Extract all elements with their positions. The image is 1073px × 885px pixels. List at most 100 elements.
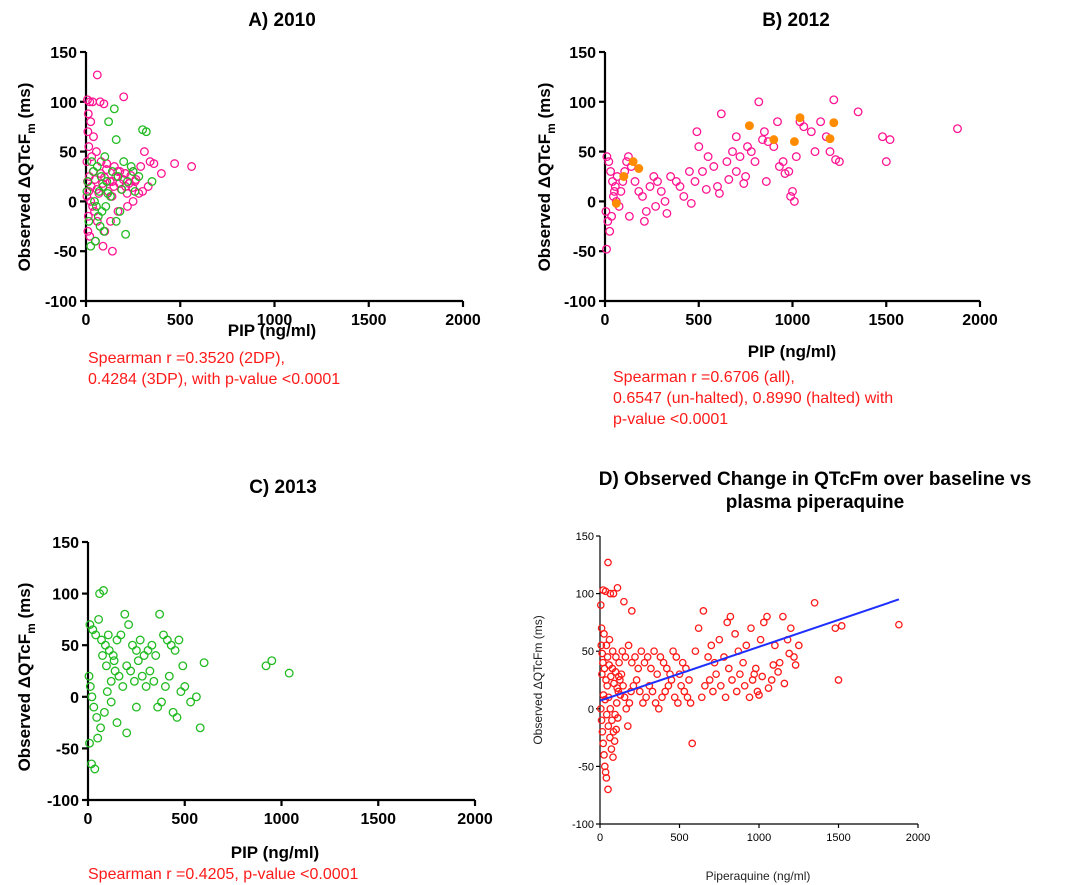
panel-b-xtick-label: 0 — [601, 312, 610, 329]
panel-d-point-all — [742, 641, 751, 650]
panel-a-point-2dp — [82, 191, 92, 201]
panel-b-point-un-halted — [731, 167, 741, 176]
panel-a-point-2dp — [101, 165, 111, 174]
panel-b-spearman-line-1: Spearman r =0.6706 (all), — [613, 369, 795, 386]
panel-c-point-all — [126, 666, 136, 676]
panel-d-xtick-label: 0 — [597, 832, 603, 844]
panel-c-point-all — [116, 630, 126, 640]
panel-a-xlabel: PIP (ng/ml) — [228, 321, 316, 340]
panel-d-point-all — [602, 710, 611, 719]
panel-c-point-all — [145, 666, 155, 676]
panel-b-ylabel-unit: (ms) — [535, 83, 554, 124]
panel-d-point-all — [597, 716, 606, 725]
panel-d-point-all — [740, 681, 749, 690]
panel-c-point-all — [84, 671, 94, 681]
panel-a-title: A) 2010 — [248, 10, 316, 31]
panel-c-point-all — [186, 697, 196, 707]
panel-b-point-un-halted — [703, 152, 713, 162]
panel-c-point-all — [85, 620, 95, 630]
panel-d-point-all — [640, 658, 649, 667]
panel-d-point-all — [632, 676, 641, 684]
panel-c-point-all — [137, 671, 147, 681]
panel-a-point-2dp — [85, 97, 95, 107]
panel-c-title: C) 2013 — [249, 477, 317, 498]
panel-c-point-all — [135, 635, 145, 645]
panel-d-point-all — [709, 687, 717, 696]
panel-a-point-2dp — [83, 226, 93, 236]
panel-c-point-all — [96, 723, 106, 733]
panel-c-point-all — [85, 682, 95, 691]
panel-b-point-un-halted — [639, 216, 649, 226]
panel-b-point-un-halted — [816, 117, 826, 127]
panel-a-ylabel-unit: (ms) — [15, 83, 34, 124]
panel-c-point-all — [93, 733, 103, 743]
panel-d-point-all — [600, 751, 608, 759]
panel-c-point-all — [106, 676, 116, 686]
panel-a-point-2dp — [98, 241, 108, 251]
panel-d-point-all — [642, 693, 650, 702]
panel-d-point-all — [654, 704, 663, 713]
panel-c-point-all — [109, 656, 119, 666]
panel-d-point-all — [721, 693, 730, 702]
panel-d-ytick-label: -50 — [578, 761, 594, 773]
panel-c-ylabel: Observed ΔQTcFm (ms) — [15, 583, 38, 772]
panel-b-point-halted — [769, 135, 779, 145]
panel-d-point-all — [627, 607, 636, 615]
panel-a-point-3dp — [147, 177, 157, 186]
panel-d-point-all — [767, 676, 776, 684]
panel-b-xtick-label: 1000 — [775, 312, 811, 329]
panel-d-point-all — [791, 661, 800, 669]
panel-b-point-un-halted — [616, 186, 626, 196]
panel-c-point-all — [180, 682, 190, 691]
panel-d-point-all — [637, 647, 646, 656]
panel-d-point-all — [724, 664, 733, 673]
panel-a-point-3dp — [111, 135, 121, 145]
panel-d-point-all — [608, 647, 617, 656]
panel-a-point-2dp — [86, 117, 96, 127]
panel-b-ytick-label: 100 — [569, 95, 596, 112]
panel-a-point-3dp — [141, 127, 151, 137]
panel-a-point-2dp — [87, 152, 97, 162]
panel-c-point-all — [98, 651, 107, 660]
panel-a-point-2dp — [92, 70, 102, 80]
panel-d-point-all — [639, 699, 647, 707]
panel-a-point-2dp — [149, 159, 159, 169]
panel-b-point-un-halted — [722, 157, 732, 167]
panel-d-point-all — [599, 739, 608, 748]
panel-c-point-all — [112, 718, 122, 728]
panel-a-ytick-label: 100 — [50, 95, 77, 112]
panel-b-point-un-halted — [675, 182, 685, 191]
panel-d-point-all — [704, 653, 712, 661]
panel-a-ytick-label: -100 — [45, 294, 77, 311]
panel-c-point-all — [164, 671, 174, 681]
panel-c-point-all — [103, 630, 113, 640]
panel-d-point-all — [755, 691, 763, 699]
panel-a-point-3dp — [119, 157, 129, 167]
panel-d-point-all — [620, 693, 629, 702]
panel-d-point-all — [622, 704, 631, 713]
panel-d-point-all — [612, 699, 621, 707]
panel-a-point-3dp — [86, 241, 96, 251]
panel-c-ylabel-unit: (ms) — [15, 583, 34, 624]
panel-b-point-un-halted — [692, 127, 702, 137]
panel-b-point-un-halted — [623, 152, 633, 162]
panel-d-point-all — [598, 649, 607, 658]
panel-b-point-un-halted — [638, 191, 647, 201]
panel-b-point-un-halted — [789, 196, 799, 206]
panel-b-point-un-halted — [609, 186, 619, 196]
panel-d-point-all — [607, 745, 616, 753]
panel-a-point-3dp — [103, 188, 113, 198]
panel-d-point-all — [672, 653, 681, 661]
panel-a-point-2dp — [85, 231, 95, 241]
panel-a-point-3dp — [106, 191, 115, 201]
panel-b-xtick-label: 1500 — [868, 312, 904, 329]
panel-d-point-all — [785, 649, 794, 658]
panel-b-point-un-halted — [774, 162, 784, 171]
panel-d-point-all — [597, 641, 606, 650]
panel-d-point-all — [604, 785, 612, 794]
panel-a-ytick-label: -50 — [54, 244, 77, 261]
panel-b-point-un-halted — [881, 157, 891, 167]
panel-a-point-3dp — [134, 172, 144, 181]
panel-a-point-2dp — [131, 175, 141, 184]
panel-d-point-all — [701, 681, 709, 690]
